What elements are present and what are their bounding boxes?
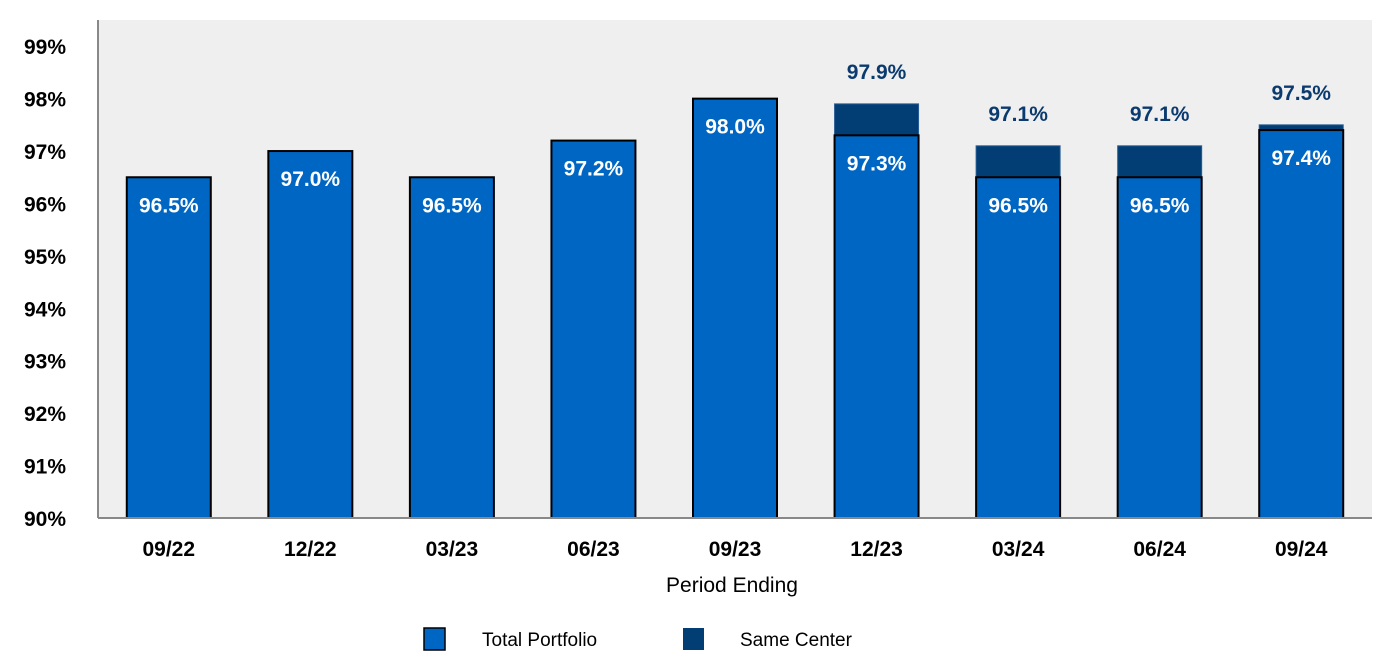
y-tick-label: 98% [24,89,66,112]
data-label-total-portfolio: 98.0% [705,116,765,139]
x-tick-label: 06/24 [1133,538,1186,561]
data-label-same-center: 97.1% [988,103,1048,126]
x-tick-label: 03/23 [426,538,479,561]
data-label-total-portfolio: 97.4% [1271,147,1331,170]
data-label-total-portfolio: 97.3% [847,152,907,175]
data-label-total-portfolio: 97.2% [564,158,624,181]
bar-total-portfolio [1116,176,1203,519]
legend-swatch-total-portfolio [423,627,446,651]
x-tick-label: 09/23 [709,538,762,561]
x-tick-label: 12/22 [284,538,337,561]
bar-total-portfolio [408,176,495,519]
legend: Total Portfolio Same Center [423,627,853,651]
x-tick-label: 12/23 [850,538,903,561]
bar-total-portfolio [550,139,637,519]
y-tick-label: 94% [24,298,66,321]
data-label-total-portfolio: 96.5% [422,194,482,217]
bar-total-portfolio [1258,129,1345,520]
data-label-total-portfolio: 96.5% [1130,194,1190,217]
data-label-total-portfolio: 97.0% [281,168,341,191]
bar-total-portfolio [975,176,1062,519]
y-tick-label: 91% [24,456,66,479]
y-tick-label: 97% [24,141,66,164]
data-label-same-center: 97.5% [1271,82,1331,105]
data-label-same-center: 97.1% [1130,103,1190,126]
x-tick-label: 03/24 [992,538,1045,561]
x-tick-label: 09/22 [142,538,195,561]
y-tick-label: 92% [24,403,66,426]
x-axis-title: Period Ending [666,574,798,597]
bar-total-portfolio [833,134,920,519]
data-label-total-portfolio: 96.5% [988,194,1048,217]
y-tick-label: 93% [24,351,66,374]
y-tick-label: 95% [24,246,66,269]
bar-total-portfolio [692,97,778,519]
data-label-total-portfolio: 96.5% [139,194,199,217]
x-tick-label: 09/24 [1275,538,1328,561]
legend-label-same-center: Same Center [740,630,853,651]
legend-swatch-same-center [683,628,704,650]
y-tick-label: 96% [24,193,66,216]
legend-label-total-portfolio: Total Portfolio [482,630,597,651]
bar-total-portfolio [125,176,212,519]
data-label-same-center: 97.9% [847,61,907,84]
y-tick-label: 99% [24,36,66,59]
bar-total-portfolio [267,150,354,519]
x-tick-label: 06/23 [567,538,620,561]
y-tick-label: 90% [24,508,66,531]
